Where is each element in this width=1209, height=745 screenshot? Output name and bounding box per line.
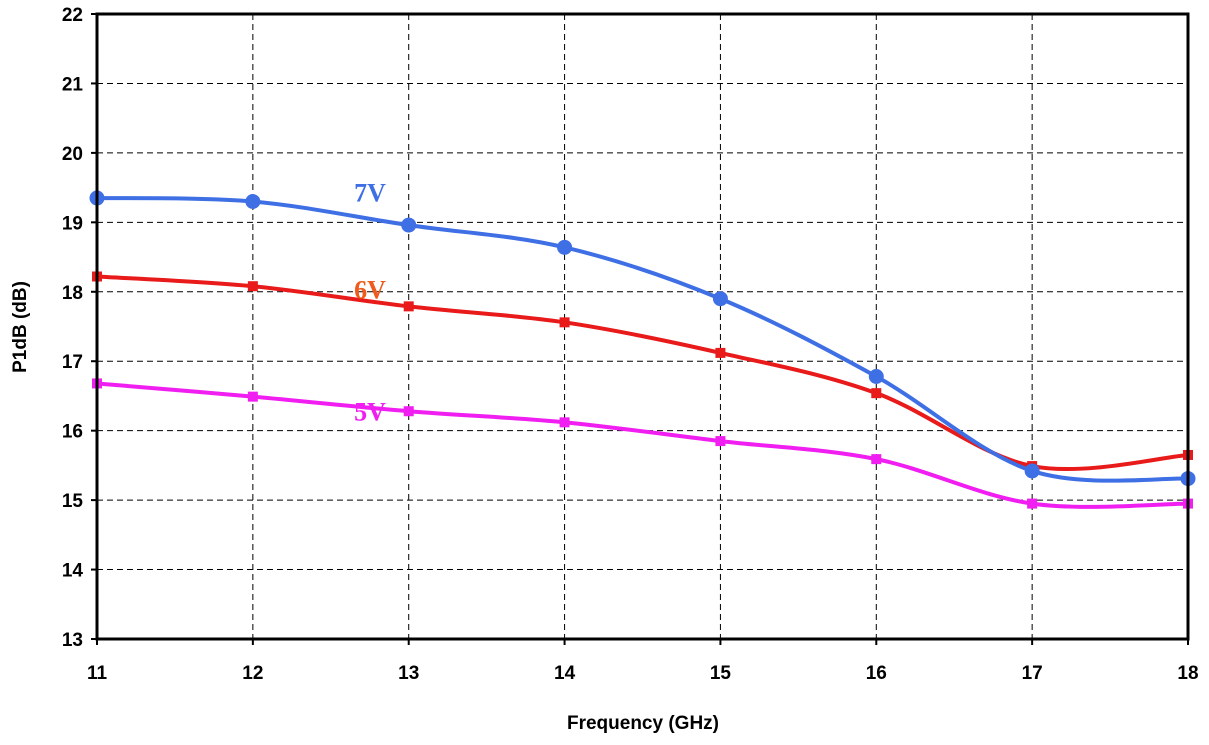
series-line-5v <box>96 381 1189 509</box>
data-point-7v <box>868 369 884 384</box>
x-tick-labels: 11 12 13 14 15 16 17 18 <box>87 639 1199 684</box>
series-labels: 7V 6V 5V <box>354 179 386 427</box>
y-tick-label: 16 <box>62 422 83 443</box>
data-point-5v <box>871 454 882 465</box>
data-point-5v <box>1027 498 1038 509</box>
data-point-7v <box>1024 463 1040 479</box>
x-tick-label: 16 <box>866 663 887 684</box>
data-point-5v <box>715 436 726 447</box>
y-tick-label: 22 <box>62 5 83 26</box>
data-point-6v <box>403 301 414 312</box>
series-line-6v <box>96 274 1189 472</box>
grid-lines <box>97 14 1188 639</box>
data-point-7v <box>557 239 573 255</box>
data-point-5v <box>559 417 570 428</box>
y-tick-label: 21 <box>62 74 84 95</box>
data-point-7v <box>712 291 728 307</box>
data-point-7v <box>245 194 261 209</box>
series-lines <box>96 196 1189 509</box>
data-point-5v <box>403 406 414 417</box>
y-tick-label: 14 <box>62 561 84 582</box>
x-tick-label: 12 <box>242 663 263 684</box>
data-point-6v <box>247 281 258 292</box>
y-tick-label: 13 <box>62 630 83 651</box>
series-label-5v: 5V <box>354 397 386 426</box>
y-tick-label: 17 <box>62 352 83 373</box>
data-point-6v <box>871 388 882 399</box>
data-point-7v <box>401 217 417 233</box>
series-markers <box>89 190 1196 509</box>
y-axis-title: P1dB (dB) <box>10 281 31 373</box>
data-point-6v <box>559 317 570 328</box>
data-point-6v <box>715 347 726 358</box>
series-label-6v: 6V <box>354 276 386 305</box>
series-label-7v: 7V <box>354 179 386 208</box>
y-tick-label: 20 <box>62 144 83 165</box>
plot-area-frame <box>95 12 1190 641</box>
x-axis-title: Frequency (GHz) <box>567 713 719 734</box>
data-point-5v <box>247 391 258 402</box>
x-tick-label: 13 <box>398 663 419 684</box>
x-tick-label: 18 <box>1177 663 1198 684</box>
x-tick-label: 17 <box>1022 663 1043 684</box>
series-line-7v <box>96 196 1189 483</box>
x-tick-label: 11 <box>87 663 108 684</box>
y-tick-label: 19 <box>62 213 83 234</box>
y-tick-label: 15 <box>62 491 84 512</box>
y-tick-label: 18 <box>62 283 83 304</box>
y-tick-labels: 13 14 15 16 17 18 19 20 21 22 <box>62 5 97 651</box>
x-tick-label: 15 <box>710 663 732 684</box>
x-tick-label: 14 <box>554 663 576 684</box>
